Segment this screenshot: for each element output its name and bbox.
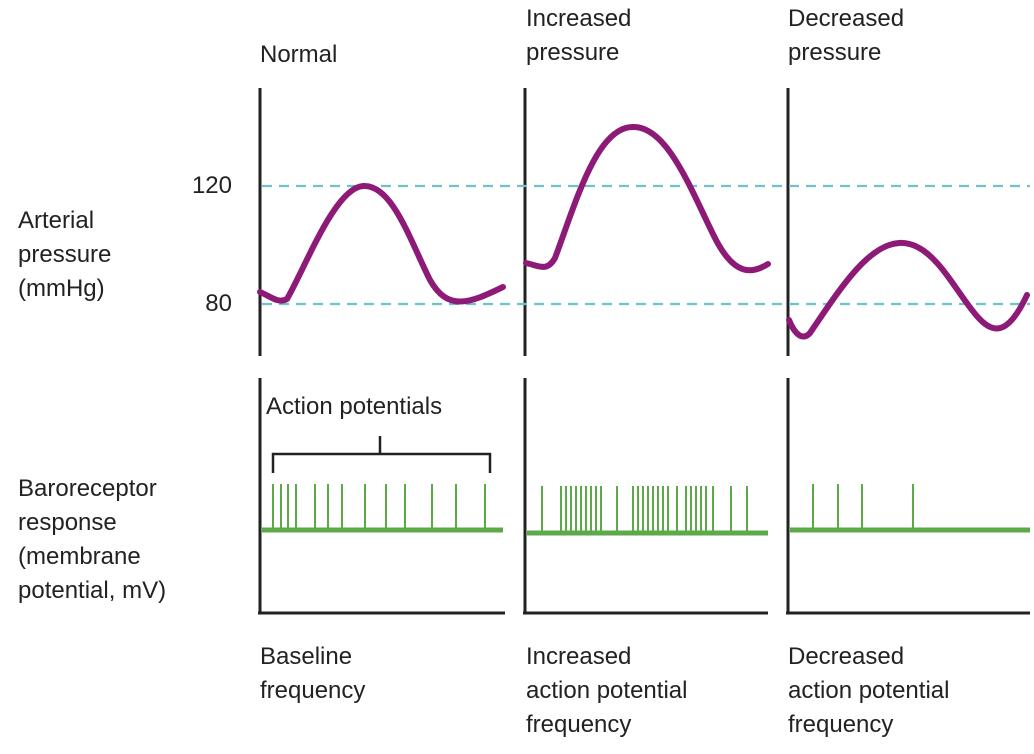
tick-label-120: 120 (191, 172, 232, 199)
pressure-wave-decreased (786, 239, 1030, 340)
caption-normal: Baseline frequency (260, 643, 366, 704)
panel-normal-axes (258, 88, 505, 615)
pressure-wave-increased (523, 123, 771, 274)
pressure-wave-normal (257, 183, 506, 305)
caption-increased: Increased action potential frequency (526, 643, 688, 738)
response-axis-label: Baroreceptor response (membrane potentia… (18, 475, 167, 604)
action-potentials-decreased (812, 484, 914, 530)
pressure-axis-label: Arterial pressure (mmHg) (18, 207, 112, 302)
action-potentials-increased (541, 486, 748, 533)
title-normal: Normal (260, 41, 338, 68)
caption-decreased: Decreased action potential frequency (788, 643, 950, 738)
tick-label-80: 80 (205, 290, 232, 317)
title-increased-pressure: Increased pressure (526, 5, 632, 66)
title-decreased-pressure: Decreased pressure (788, 5, 905, 66)
panel-increased-axes (523, 88, 768, 615)
action-potentials-bracket (271, 436, 492, 473)
action-potentials-normal (272, 484, 486, 530)
action-potentials-label: Action potentials (266, 393, 443, 420)
panel-decreased-axes (786, 88, 1030, 615)
